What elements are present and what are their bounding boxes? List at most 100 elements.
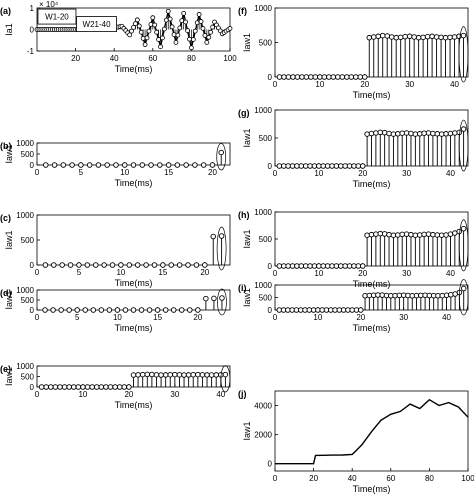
stem-marker-f <box>366 34 373 41</box>
x-axis-label-a: Time(ms) <box>115 64 153 74</box>
x-axis-label-d: Time(ms) <box>115 323 153 333</box>
stem-marker-b <box>51 162 58 168</box>
stem-marker-h <box>355 263 362 269</box>
stem-marker-b <box>218 149 224 156</box>
stem-marker-g <box>425 130 432 136</box>
stem-marker-h <box>281 263 287 269</box>
stem-marker-h <box>399 231 405 238</box>
stem-marker-c <box>126 262 133 268</box>
stem-marker-f <box>393 34 399 41</box>
stem-marker-b <box>157 162 163 168</box>
panel-label-e: (e) <box>0 364 11 374</box>
sample-marker-a <box>210 24 216 30</box>
y-tick-label-j: 4000 <box>254 402 272 411</box>
stem-marker-d <box>162 307 169 313</box>
stem-marker-b <box>113 162 119 168</box>
stem-marker-g <box>307 163 313 169</box>
y-tick-label-h: 0 <box>268 262 273 271</box>
sample-marker-a <box>187 36 192 42</box>
x-tick-label-h: 40 <box>446 269 455 278</box>
stem-marker-f <box>370 34 377 40</box>
exponent-label-a: × 10⁴ <box>39 0 59 9</box>
stem-marker-e <box>158 372 164 378</box>
stem-marker-f <box>357 74 364 80</box>
y-axis-label-d: Iaw1 <box>4 290 14 309</box>
x-tick-label-a: 40 <box>110 54 119 63</box>
stem-marker-b <box>165 162 172 168</box>
stem-marker-h <box>456 228 462 235</box>
x-tick-label-g: 20 <box>358 169 367 178</box>
stem-marker-f <box>402 33 408 40</box>
sample-marker-a <box>160 35 165 41</box>
stem-marker-f <box>330 74 337 80</box>
axes-frame-j <box>274 390 469 472</box>
stem-marker-g <box>351 163 357 169</box>
stem-marker-c <box>76 262 82 268</box>
stem-marker-h <box>307 263 313 269</box>
y-tick-label-i: 500 <box>259 294 273 303</box>
stem-marker-h <box>289 263 296 269</box>
stem-marker-b <box>95 162 102 168</box>
x-tick-label-j: 40 <box>348 474 357 483</box>
panel-label-j: (j) <box>238 389 247 399</box>
y-axis-label-e: Iaw1 <box>4 367 14 386</box>
stem-marker-e <box>98 384 105 390</box>
stem-marker-d <box>187 307 193 313</box>
sample-marker-a <box>196 12 202 17</box>
y-axis-label-c: Iaw1 <box>4 230 14 249</box>
stem-marker-c <box>59 262 65 268</box>
stem-marker-c <box>143 262 149 268</box>
stem-marker-g <box>421 130 427 136</box>
sample-marker-a <box>165 8 171 14</box>
stem-marker-e <box>71 384 77 390</box>
stem-marker-d <box>114 307 121 313</box>
stem-marker-d <box>146 307 153 313</box>
highlight-ellipse-i <box>458 279 469 316</box>
stem-marker-h <box>386 231 392 238</box>
stem-marker-g <box>276 163 283 169</box>
stem-marker-g <box>298 163 305 169</box>
stem-marker-f <box>276 74 283 80</box>
highlight-ellipse-f <box>458 26 469 83</box>
stem-marker-c <box>160 262 166 268</box>
stem-marker-g <box>386 130 392 137</box>
stem-marker-e <box>80 384 86 390</box>
sample-marker-a <box>163 17 169 23</box>
stem-marker-g <box>403 130 410 136</box>
stem-marker-d <box>122 307 129 313</box>
stem-marker-c <box>118 262 124 268</box>
axes-frame-f <box>274 7 469 78</box>
stem-marker-h <box>324 263 331 269</box>
annotation-label-a: W1-20 <box>45 13 69 22</box>
y-tick-label-j: 0 <box>268 460 273 469</box>
axes-frame-d <box>36 289 231 311</box>
stem-marker-h <box>438 232 445 238</box>
stem-marker-e <box>199 372 206 378</box>
x-tick-label-i: 40 <box>442 313 451 322</box>
stem-marker-e <box>139 371 146 378</box>
stem-marker-g <box>381 129 388 136</box>
stem-marker-h <box>434 232 441 238</box>
stem-marker-b <box>78 162 84 168</box>
stem-marker-f <box>442 34 449 41</box>
stem-marker-e <box>176 372 183 378</box>
stem-marker-h <box>412 232 419 238</box>
stem-marker-f <box>460 32 467 39</box>
x-tick-label-h: 10 <box>314 269 323 278</box>
x-tick-label-e: 20 <box>124 390 133 399</box>
stem-marker-f <box>433 34 440 40</box>
panel-label-f: (f) <box>238 6 247 16</box>
x-tick-label-f: 30 <box>405 80 414 89</box>
sample-marker-a <box>179 18 185 24</box>
sample-marker-a <box>169 24 175 30</box>
x-tick-label-d: 5 <box>75 313 80 322</box>
stem-marker-e <box>172 371 178 378</box>
highlight-ellipse-e <box>220 365 231 393</box>
stem-marker-g <box>355 163 362 169</box>
sample-marker-a <box>208 29 214 35</box>
stem-marker-g <box>281 163 287 169</box>
stem-marker-f <box>375 33 381 40</box>
stem-marker-e <box>57 384 63 390</box>
stem-marker-e <box>162 372 169 378</box>
stem-marker-h <box>346 263 353 269</box>
